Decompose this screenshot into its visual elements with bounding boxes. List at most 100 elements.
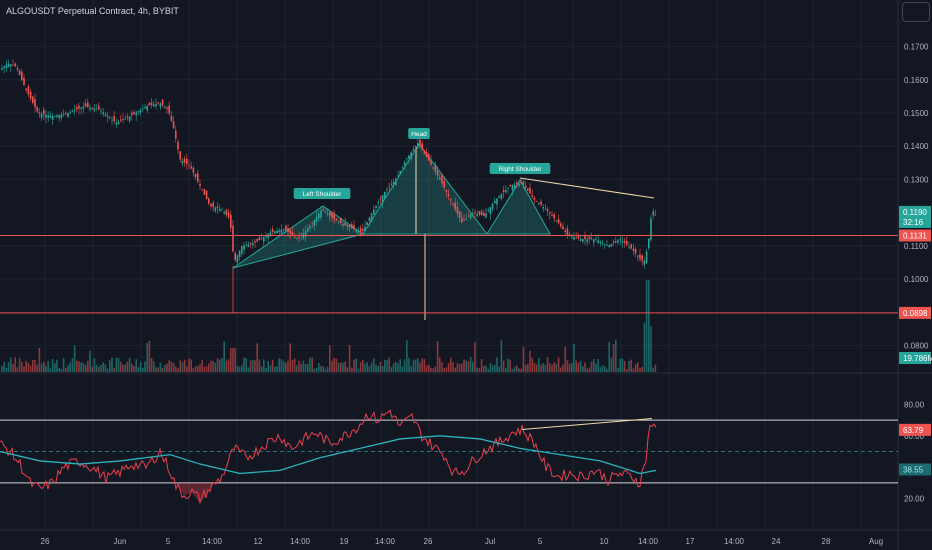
candle-body — [179, 151, 181, 160]
time-tick-label: 14:00 — [638, 537, 659, 546]
candle-body — [498, 196, 500, 198]
volume-bar — [216, 358, 219, 372]
candle-body — [315, 216, 318, 222]
volume-bar — [496, 357, 498, 372]
toolbar-button[interactable] — [902, 2, 930, 22]
candle-body — [588, 236, 591, 240]
candle-body — [56, 115, 58, 117]
candle-body — [610, 243, 613, 247]
rsi-line — [0, 409, 657, 505]
volume-bar — [654, 364, 657, 372]
candle-body — [100, 110, 102, 112]
volume-bar — [65, 368, 67, 372]
candle-body — [612, 241, 615, 243]
head-and-shoulders-pattern — [232, 143, 655, 320]
volume-bar — [480, 359, 483, 372]
countdown-badge-bg — [899, 215, 931, 228]
volume-bar — [67, 365, 69, 372]
volume-bar — [148, 340, 151, 372]
volume-bar — [104, 364, 107, 372]
volume-bar — [518, 368, 520, 372]
volume-bar — [557, 357, 560, 372]
candle-body — [166, 107, 168, 109]
volume-bar — [474, 342, 476, 372]
candle-body — [225, 209, 228, 215]
volume-bar — [553, 362, 555, 372]
volume-bar — [280, 359, 283, 372]
volume-bar — [573, 343, 575, 372]
candle-body — [278, 230, 280, 233]
volume-bar — [610, 357, 613, 372]
volume-bar — [122, 364, 124, 372]
volume-bar — [370, 362, 373, 372]
volume-bar — [36, 364, 38, 372]
candle-body — [458, 210, 461, 218]
candle-body — [355, 230, 357, 232]
candle-body — [227, 212, 230, 218]
volume-bar — [227, 359, 230, 372]
volume-bar — [491, 365, 494, 372]
candle-body — [496, 198, 498, 205]
volume-bar — [139, 362, 142, 372]
price-levels — [0, 235, 898, 314]
volume-bar — [236, 365, 239, 372]
time-tick-label: 12 — [254, 537, 263, 546]
volume-bar — [124, 364, 126, 372]
candle-body — [436, 171, 439, 176]
candle-body — [619, 239, 621, 241]
candle-body — [111, 119, 113, 121]
candle-body — [153, 104, 155, 107]
candle-body — [82, 106, 85, 109]
candle-body — [126, 116, 129, 118]
candle-body — [421, 143, 423, 150]
pattern-label-bg — [293, 188, 351, 199]
volume-bar — [84, 364, 87, 372]
volume-bar — [595, 363, 597, 372]
candle-body — [522, 181, 525, 185]
candle-body — [641, 255, 643, 261]
candle-body — [322, 209, 324, 211]
candle-body — [25, 88, 27, 91]
candle-body — [194, 173, 197, 178]
candle-body — [340, 217, 342, 224]
candle-body — [344, 223, 346, 226]
candle-body — [183, 158, 186, 163]
candle-body — [208, 198, 210, 204]
volume-bar — [177, 368, 179, 372]
volume-bar — [260, 366, 263, 372]
candle-body — [84, 103, 87, 107]
volume-bar — [586, 368, 588, 372]
candle-body — [423, 149, 426, 154]
volume-bar — [225, 360, 228, 372]
volume-bar — [535, 364, 538, 372]
volume-bar — [313, 368, 316, 372]
candle-body — [546, 209, 549, 212]
candle-body — [254, 241, 256, 243]
volume-bar — [522, 346, 525, 372]
volume-bar — [87, 360, 89, 372]
candle-body — [434, 165, 437, 172]
candle-body — [69, 112, 71, 113]
volume-bar — [309, 357, 311, 372]
volume-bar — [179, 360, 181, 372]
volume-bar — [210, 360, 212, 372]
volume-bar — [221, 357, 223, 372]
volume-bar — [505, 368, 507, 372]
rsi-ma-badge: 38.55 — [903, 465, 924, 474]
volume-bar — [157, 367, 159, 372]
volume-bar — [533, 362, 536, 372]
candle-body — [538, 203, 540, 205]
candle-body — [269, 232, 272, 237]
price-tick-label: 0.1500 — [904, 109, 929, 118]
candle-body — [634, 248, 637, 254]
candle-body — [241, 246, 243, 254]
candle-body — [357, 231, 360, 234]
candle-body — [439, 177, 441, 180]
volume-bar — [120, 361, 122, 372]
volume-bar — [115, 357, 118, 372]
volume-bar — [234, 348, 236, 372]
candle-body — [557, 219, 560, 224]
volume-bar — [423, 359, 426, 372]
